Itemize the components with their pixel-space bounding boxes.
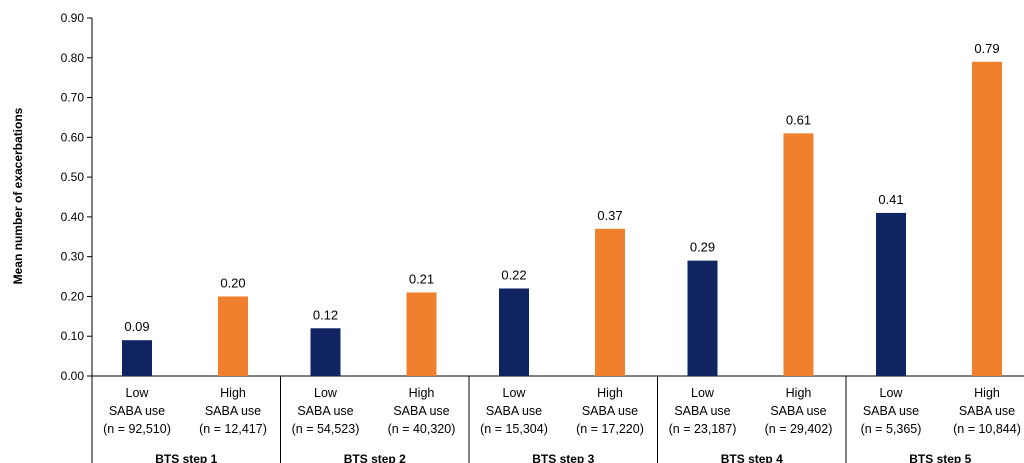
x-category-n: (n = 17,220) <box>576 422 644 436</box>
x-category-n: (n = 12,417) <box>199 422 267 436</box>
x-category-line1: Low <box>126 386 150 400</box>
bar-low-saba <box>499 288 529 376</box>
y-tick-label: 0.50 <box>61 170 85 184</box>
group-label: BTS step 5 <box>909 452 971 463</box>
x-category-line1: Low <box>314 386 338 400</box>
x-category-line2: SABA use <box>109 404 165 418</box>
x-category-line1: High <box>974 386 1000 400</box>
x-category-n: (n = 40,320) <box>388 422 456 436</box>
x-category-n: (n = 5,365) <box>861 422 922 436</box>
bar-low-saba <box>310 328 341 376</box>
bar-value-label: 0.37 <box>597 208 622 223</box>
plot-area: 0.00 0.10 0.20 0.30 0.40 0.50 0.60 0.70 0.80 0.90… <box>61 11 1024 463</box>
x-category-n: (n = 54,523) <box>292 422 360 436</box>
bar-low-saba <box>876 212 906 376</box>
y-tick-label: 0.20 <box>61 289 85 303</box>
y-axis-label: Mean number of exacerbations <box>11 107 25 284</box>
group-label: BTS step 3 <box>532 452 594 463</box>
group-label: BTS step 1 <box>155 452 217 463</box>
x-category-n: (n = 92,510) <box>103 422 171 436</box>
y-tick-label: 0.00 <box>61 369 85 383</box>
x-category-n: (n = 15,304) <box>480 422 548 436</box>
x-category-line2: SABA use <box>863 404 919 418</box>
x-category-line1: Low <box>880 386 904 400</box>
bar-low-saba <box>687 260 718 376</box>
x-category-line2: SABA use <box>297 404 353 418</box>
x-category-n: (n = 23,187) <box>669 422 737 436</box>
bar-value-label: 0.09 <box>124 319 149 334</box>
x-category-line1: Low <box>503 386 527 400</box>
bar-value-label: 0.41 <box>878 192 903 207</box>
x-category-line1: High <box>786 386 812 400</box>
bar-high-saba <box>972 61 1002 376</box>
x-category-line2: SABA use <box>959 404 1015 418</box>
y-tick-label: 0.90 <box>61 11 85 25</box>
x-category-line2: SABA use <box>770 404 826 418</box>
y-tick-label: 0.10 <box>61 329 85 343</box>
bar-value-label: 0.22 <box>501 267 526 282</box>
bar-value-label: 0.21 <box>409 271 434 286</box>
group-label: BTS step 2 <box>344 452 406 463</box>
group-label: BTS step 4 <box>721 452 783 463</box>
y-tick-label: 0.70 <box>61 91 85 105</box>
x-category-line2: SABA use <box>205 404 261 418</box>
x-category-line2: SABA use <box>674 404 730 418</box>
x-category-line1: High <box>597 386 623 400</box>
x-category-line1: Low <box>691 386 715 400</box>
x-category-line1: High <box>220 386 246 400</box>
bar-value-label: 0.79 <box>974 41 999 56</box>
bar-high-saba <box>595 228 625 376</box>
bar-value-label: 0.12 <box>313 307 338 322</box>
x-category-n: (n = 10,844) <box>953 422 1021 436</box>
bar-high-saba <box>406 292 437 376</box>
bar-value-label: 0.20 <box>220 275 245 290</box>
bar-value-label: 0.61 <box>786 112 811 127</box>
x-category-line2: SABA use <box>582 404 638 418</box>
bar-low-saba <box>122 340 152 376</box>
x-category-line2: SABA use <box>486 404 542 418</box>
bar-high-saba <box>218 296 248 376</box>
y-tick-label: 0.60 <box>61 130 85 144</box>
bar-high-saba <box>783 133 814 376</box>
y-tick-label: 0.30 <box>61 250 85 264</box>
x-category-line1: High <box>409 386 435 400</box>
y-tick-label: 0.80 <box>61 51 85 65</box>
x-category-line2: SABA use <box>393 404 449 418</box>
x-category-n: (n = 29,402) <box>765 422 833 436</box>
bar-value-label: 0.29 <box>690 240 715 255</box>
y-tick-label: 0.40 <box>61 210 85 224</box>
